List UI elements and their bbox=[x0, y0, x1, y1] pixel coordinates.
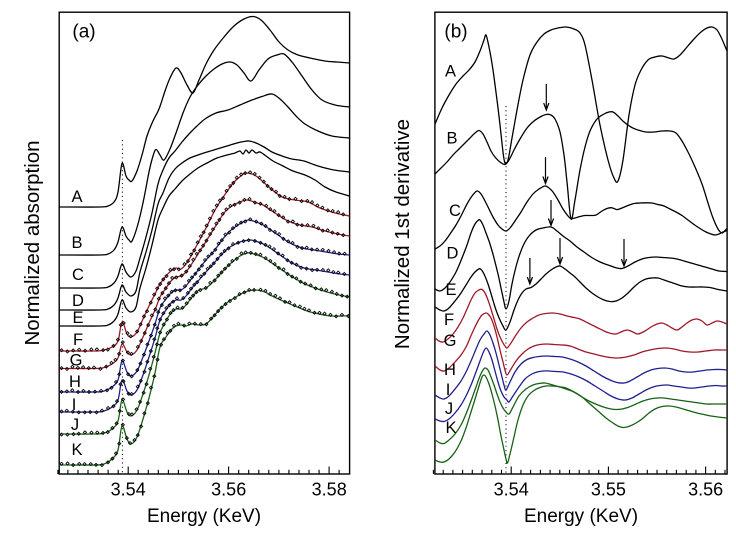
svg-text:(b): (b) bbox=[444, 22, 467, 43]
svg-text:3.55: 3.55 bbox=[591, 480, 626, 500]
svg-text:F: F bbox=[73, 331, 83, 349]
svg-text:H: H bbox=[69, 373, 81, 391]
svg-text:Energy (KeV): Energy (KeV) bbox=[147, 506, 261, 527]
svg-text:3.54: 3.54 bbox=[494, 480, 529, 500]
svg-text:3.56: 3.56 bbox=[688, 480, 723, 500]
svg-text:A: A bbox=[445, 63, 456, 81]
svg-text:J: J bbox=[71, 416, 79, 434]
svg-text:J: J bbox=[445, 400, 453, 418]
svg-text:I: I bbox=[72, 396, 77, 414]
svg-text:D: D bbox=[447, 245, 459, 263]
svg-text:(a): (a) bbox=[72, 22, 95, 43]
svg-text:3.56: 3.56 bbox=[211, 480, 246, 500]
svg-text:C: C bbox=[72, 266, 84, 284]
svg-text:F: F bbox=[444, 311, 454, 329]
svg-text:G: G bbox=[70, 352, 83, 370]
svg-text:I: I bbox=[446, 381, 451, 399]
svg-text:E: E bbox=[445, 281, 456, 299]
svg-text:H: H bbox=[444, 361, 456, 379]
svg-text:K: K bbox=[445, 419, 456, 437]
svg-text:Normalized 1st derivative: Normalized 1st derivative bbox=[391, 119, 414, 349]
svg-text:B: B bbox=[446, 130, 457, 148]
svg-text:A: A bbox=[71, 188, 82, 206]
svg-text:3.58: 3.58 bbox=[312, 480, 347, 500]
svg-text:C: C bbox=[449, 202, 461, 220]
svg-text:G: G bbox=[444, 332, 457, 350]
svg-text:D: D bbox=[72, 292, 84, 310]
svg-text:3.54: 3.54 bbox=[111, 480, 146, 500]
svg-text:Energy (KeV): Energy (KeV) bbox=[524, 506, 638, 527]
svg-text:B: B bbox=[71, 234, 82, 252]
svg-text:E: E bbox=[72, 309, 83, 327]
svg-text:K: K bbox=[71, 441, 82, 459]
svg-text:Normalized absorption: Normalized absorption bbox=[21, 140, 44, 345]
